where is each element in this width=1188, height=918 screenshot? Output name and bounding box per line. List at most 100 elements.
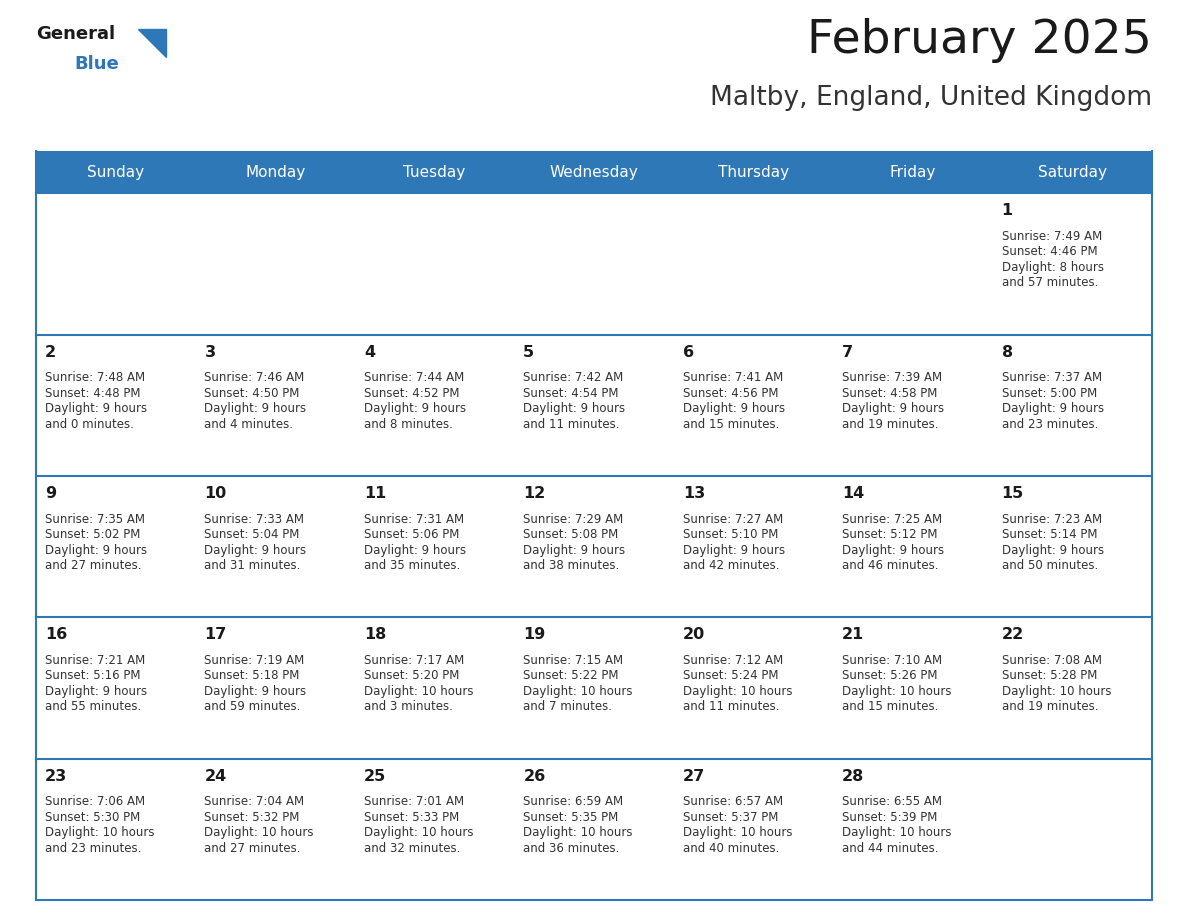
Text: Daylight: 9 hours: Daylight: 9 hours <box>364 402 466 415</box>
Text: Daylight: 9 hours: Daylight: 9 hours <box>1001 402 1104 415</box>
Text: Sunset: 5:22 PM: Sunset: 5:22 PM <box>523 669 619 682</box>
Text: 27: 27 <box>683 768 704 784</box>
Text: Sunrise: 7:23 AM: Sunrise: 7:23 AM <box>1001 512 1101 526</box>
Text: Sunrise: 7:33 AM: Sunrise: 7:33 AM <box>204 512 304 526</box>
Text: Daylight: 9 hours: Daylight: 9 hours <box>204 543 307 556</box>
Text: and 11 minutes.: and 11 minutes. <box>523 418 620 431</box>
Text: Sunset: 5:10 PM: Sunset: 5:10 PM <box>683 528 778 541</box>
Text: Tuesday: Tuesday <box>404 165 466 180</box>
Text: and 15 minutes.: and 15 minutes. <box>842 700 939 713</box>
Text: Sunset: 5:16 PM: Sunset: 5:16 PM <box>45 669 140 682</box>
Text: Sunset: 4:58 PM: Sunset: 4:58 PM <box>842 386 937 399</box>
Text: Monday: Monday <box>245 165 305 180</box>
Bar <box>355 758 514 900</box>
Text: 11: 11 <box>364 487 386 501</box>
Text: 28: 28 <box>842 768 865 784</box>
Bar <box>992 335 1152 476</box>
Text: Daylight: 10 hours: Daylight: 10 hours <box>364 685 473 698</box>
Bar <box>355 618 514 758</box>
Text: Sunday: Sunday <box>87 165 144 180</box>
Text: Sunset: 5:24 PM: Sunset: 5:24 PM <box>683 669 778 682</box>
Text: Sunrise: 7:49 AM: Sunrise: 7:49 AM <box>1001 230 1101 243</box>
Text: 10: 10 <box>204 487 227 501</box>
Text: and 19 minutes.: and 19 minutes. <box>1001 700 1098 713</box>
Text: 6: 6 <box>683 345 694 360</box>
Bar <box>514 618 674 758</box>
Bar <box>992 618 1152 758</box>
Text: 7: 7 <box>842 345 853 360</box>
Text: 12: 12 <box>523 487 545 501</box>
Text: Daylight: 10 hours: Daylight: 10 hours <box>683 826 792 839</box>
Text: 22: 22 <box>1001 627 1024 643</box>
Text: Sunrise: 7:31 AM: Sunrise: 7:31 AM <box>364 512 465 526</box>
Text: and 35 minutes.: and 35 minutes. <box>364 559 460 572</box>
Text: General: General <box>36 25 115 43</box>
Text: and 31 minutes.: and 31 minutes. <box>204 559 301 572</box>
Bar <box>833 476 992 618</box>
Text: 3: 3 <box>204 345 215 360</box>
Bar <box>992 758 1152 900</box>
Bar <box>674 476 833 618</box>
Bar <box>514 335 674 476</box>
Text: Sunrise: 7:37 AM: Sunrise: 7:37 AM <box>1001 371 1101 385</box>
Bar <box>196 151 355 194</box>
Text: 14: 14 <box>842 487 865 501</box>
Bar <box>355 476 514 618</box>
Text: Sunrise: 7:10 AM: Sunrise: 7:10 AM <box>842 654 942 666</box>
Text: 13: 13 <box>683 487 704 501</box>
Bar <box>36 194 196 335</box>
Text: and 23 minutes.: and 23 minutes. <box>45 842 141 855</box>
Text: and 4 minutes.: and 4 minutes. <box>204 418 293 431</box>
Text: Maltby, England, United Kingdom: Maltby, England, United Kingdom <box>710 85 1152 111</box>
Text: Sunset: 5:04 PM: Sunset: 5:04 PM <box>204 528 299 541</box>
Text: Friday: Friday <box>890 165 936 180</box>
Bar <box>674 194 833 335</box>
Text: and 57 minutes.: and 57 minutes. <box>1001 276 1098 289</box>
Text: and 15 minutes.: and 15 minutes. <box>683 418 779 431</box>
Text: Daylight: 10 hours: Daylight: 10 hours <box>364 826 473 839</box>
Text: Sunset: 5:18 PM: Sunset: 5:18 PM <box>204 669 299 682</box>
Text: and 32 minutes.: and 32 minutes. <box>364 842 460 855</box>
Text: Wednesday: Wednesday <box>550 165 638 180</box>
Bar <box>992 151 1152 194</box>
Bar <box>36 618 196 758</box>
Text: Sunset: 5:32 PM: Sunset: 5:32 PM <box>204 811 299 823</box>
Text: 8: 8 <box>1001 345 1012 360</box>
Bar <box>196 194 355 335</box>
Text: Daylight: 10 hours: Daylight: 10 hours <box>45 826 154 839</box>
Text: and 42 minutes.: and 42 minutes. <box>683 559 779 572</box>
Text: Daylight: 10 hours: Daylight: 10 hours <box>204 826 314 839</box>
Text: Daylight: 10 hours: Daylight: 10 hours <box>842 826 952 839</box>
Text: and 0 minutes.: and 0 minutes. <box>45 418 134 431</box>
Text: Daylight: 10 hours: Daylight: 10 hours <box>523 685 633 698</box>
Bar <box>196 335 355 476</box>
Bar <box>514 476 674 618</box>
Text: Sunset: 5:14 PM: Sunset: 5:14 PM <box>1001 528 1097 541</box>
Text: Sunset: 4:46 PM: Sunset: 4:46 PM <box>1001 245 1098 259</box>
Text: and 50 minutes.: and 50 minutes. <box>1001 559 1098 572</box>
Text: Daylight: 9 hours: Daylight: 9 hours <box>683 543 785 556</box>
Bar <box>514 758 674 900</box>
Text: Sunrise: 7:17 AM: Sunrise: 7:17 AM <box>364 654 465 666</box>
Text: Sunrise: 7:12 AM: Sunrise: 7:12 AM <box>683 654 783 666</box>
Text: 4: 4 <box>364 345 375 360</box>
Text: Sunset: 4:50 PM: Sunset: 4:50 PM <box>204 386 299 399</box>
Bar <box>992 476 1152 618</box>
Text: Sunrise: 7:08 AM: Sunrise: 7:08 AM <box>1001 654 1101 666</box>
Bar <box>36 335 196 476</box>
Text: and 23 minutes.: and 23 minutes. <box>1001 418 1098 431</box>
Text: 5: 5 <box>523 345 535 360</box>
Text: 26: 26 <box>523 768 545 784</box>
Text: 25: 25 <box>364 768 386 784</box>
Bar <box>674 758 833 900</box>
Text: Sunset: 5:28 PM: Sunset: 5:28 PM <box>1001 669 1097 682</box>
Text: Sunrise: 7:21 AM: Sunrise: 7:21 AM <box>45 654 145 666</box>
Text: February 2025: February 2025 <box>807 18 1152 63</box>
Text: Sunset: 5:26 PM: Sunset: 5:26 PM <box>842 669 937 682</box>
Bar <box>833 335 992 476</box>
Bar <box>355 151 514 194</box>
Text: 21: 21 <box>842 627 865 643</box>
Text: Daylight: 9 hours: Daylight: 9 hours <box>842 543 944 556</box>
Polygon shape <box>138 29 166 57</box>
Bar <box>514 194 674 335</box>
